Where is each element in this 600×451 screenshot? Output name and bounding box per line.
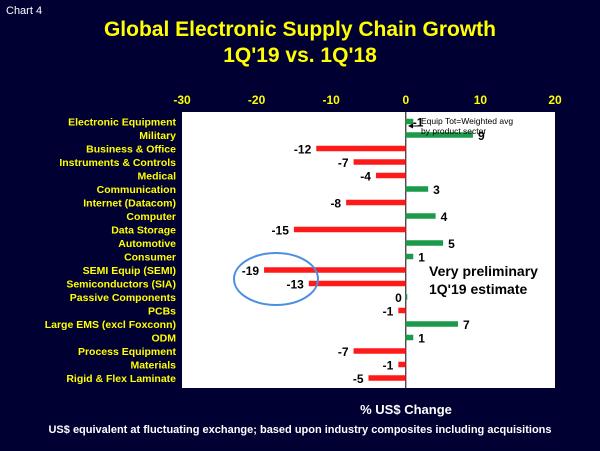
bar (368, 375, 406, 381)
bar (353, 159, 406, 165)
x-tick-label: -20 (248, 93, 266, 107)
value-label: -13 (286, 278, 304, 292)
value-label: 1 (418, 332, 425, 346)
value-label: -8 (330, 197, 341, 211)
value-label: -1 (413, 116, 424, 130)
value-label: 3 (433, 183, 440, 197)
bar (293, 226, 406, 233)
bar (405, 294, 408, 300)
bar (405, 240, 444, 246)
category-label: Business & Office (86, 144, 176, 156)
category-label: Semiconductors (SIA) (66, 279, 176, 291)
chart-number-label: Chart 4 (6, 5, 43, 17)
x-tick-label: 10 (474, 93, 488, 107)
category-label: Internet (Datacom) (83, 198, 176, 210)
category-label: ODM (152, 333, 177, 345)
x-axis-label: % US$ Change (360, 402, 452, 417)
value-label: -7 (338, 156, 349, 170)
value-label: 5 (448, 237, 455, 251)
value-label: -4 (360, 170, 371, 184)
category-label: Medical (137, 171, 176, 183)
category-label: Electronic Equipment (68, 117, 176, 129)
bar (308, 280, 406, 287)
chart-title: Global Electronic Supply Chain Growth (103, 18, 497, 41)
value-label: -15 (272, 224, 290, 238)
bar (405, 253, 414, 260)
category-label: Military (139, 130, 176, 142)
category-label: Materials (130, 360, 176, 372)
category-label: Large EMS (excl Foxconn) (45, 319, 176, 331)
bar (264, 267, 406, 273)
category-label: Passive Components (70, 292, 176, 304)
bar (405, 334, 414, 341)
category-label: PCBs (148, 306, 176, 318)
value-label: 7 (463, 318, 470, 332)
annotation-estimate: 1Q'19 estimate (429, 281, 527, 297)
bar (405, 213, 436, 219)
bar (398, 307, 406, 314)
value-label: 0 (395, 291, 402, 305)
category-label: Consumer (124, 252, 176, 264)
value-label: 9 (478, 129, 485, 143)
bar (405, 118, 414, 125)
category-label: SEMI Equip (SEMI) (83, 265, 176, 277)
annotation-arrow-head (408, 123, 413, 129)
bar (405, 132, 473, 138)
plot-area (182, 112, 555, 388)
value-label: -7 (338, 345, 349, 359)
chart-subtitle: 1Q'19 vs. 1Q'18 (223, 44, 377, 67)
value-label: 4 (441, 210, 448, 224)
value-label: -19 (242, 264, 260, 278)
value-label: -1 (383, 305, 394, 319)
bar (353, 348, 406, 354)
value-label: 1 (418, 251, 425, 265)
category-label: Process Equipment (78, 346, 177, 358)
category-label: Data Storage (111, 225, 176, 237)
x-tick-label: 20 (548, 93, 562, 107)
annotation-note: Equip Tot=Weighted avg (421, 116, 513, 126)
value-label: -5 (353, 372, 364, 386)
highlight-circle (233, 252, 319, 306)
category-label: Automotive (118, 238, 176, 250)
footnote: US$ equivalent at fluctuating exchange; … (48, 424, 552, 436)
bar (316, 145, 406, 152)
bar (398, 361, 406, 368)
bar (405, 186, 429, 192)
x-tick-label: -10 (323, 93, 341, 107)
bar (375, 172, 406, 179)
bar (405, 321, 459, 327)
bar (346, 199, 406, 206)
category-label: Communication (97, 184, 176, 196)
x-tick-label: -30 (173, 93, 191, 107)
x-tick-label: 0 (402, 93, 409, 107)
category-label: Computer (126, 211, 176, 223)
annotation-estimate: Very preliminary (429, 263, 538, 279)
value-label: -1 (383, 359, 394, 373)
annotation-note: by product sector (421, 126, 486, 136)
category-label: Rigid & Flex Laminate (66, 373, 176, 385)
category-label: Instruments & Controls (59, 157, 176, 169)
value-label: -12 (294, 143, 312, 157)
